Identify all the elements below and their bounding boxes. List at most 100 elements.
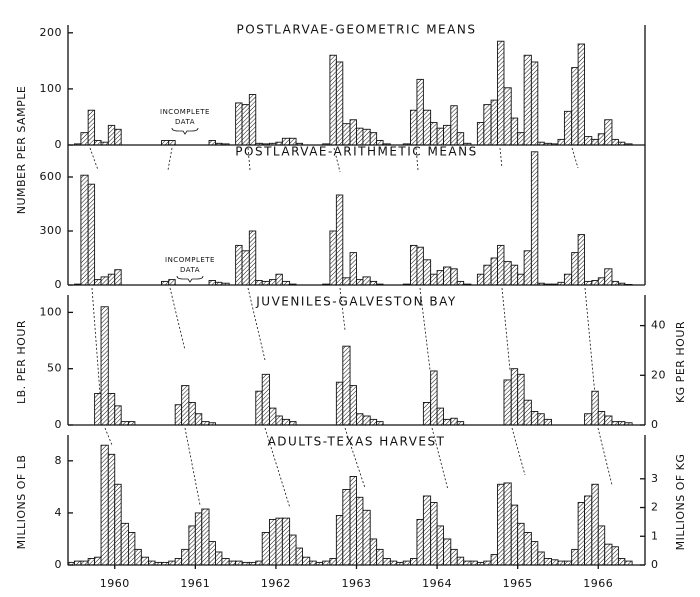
- bar: [543, 558, 552, 566]
- bar: [362, 509, 371, 566]
- bar: [591, 138, 599, 146]
- x-tick-label: 1963: [342, 577, 372, 590]
- bar: [436, 270, 444, 286]
- bar: [443, 538, 452, 566]
- bar: [261, 373, 270, 426]
- bar: [597, 133, 606, 146]
- bar: [120, 522, 129, 566]
- bar: [255, 390, 263, 426]
- panel-title: POSTLARVAE-GEOMETRIC MEANS: [237, 23, 477, 37]
- bar: [510, 368, 519, 426]
- bar: [140, 556, 150, 566]
- y-tick-label: 0: [55, 558, 63, 571]
- bar: [335, 515, 344, 566]
- bar: [107, 124, 116, 146]
- bar: [497, 40, 505, 146]
- bar: [295, 547, 303, 566]
- bar: [241, 104, 250, 146]
- x-tick-label: 1964: [422, 577, 452, 590]
- annotation-text: DATA: [180, 266, 200, 274]
- bar: [503, 261, 512, 286]
- bar: [591, 390, 599, 426]
- bar: [342, 123, 351, 146]
- y2-tick-label: 0: [651, 418, 659, 431]
- bar: [100, 276, 109, 286]
- bar: [537, 413, 545, 426]
- bar: [342, 489, 351, 566]
- y2-axis-label: MILLIONS OF KG: [674, 454, 687, 551]
- bar: [134, 548, 142, 566]
- bar: [382, 558, 391, 566]
- bar: [261, 531, 270, 566]
- bar: [604, 415, 613, 426]
- bar: [577, 502, 586, 566]
- bar: [510, 264, 519, 286]
- bar: [611, 138, 619, 146]
- bar: [114, 128, 122, 146]
- bar: [523, 250, 532, 286]
- bar: [349, 385, 357, 426]
- bar: [577, 43, 586, 146]
- bar: [188, 525, 196, 566]
- connector-lines: [89, 147, 613, 509]
- bar: [450, 417, 458, 426]
- bar: [329, 230, 337, 286]
- bar: [208, 280, 216, 286]
- bar: [476, 122, 485, 146]
- y-axis-label: NUMBER PER SAMPLE: [15, 86, 28, 215]
- bar: [430, 502, 438, 566]
- bar: [483, 264, 492, 286]
- x-tick-label: 1966: [583, 577, 613, 590]
- bar: [80, 174, 89, 286]
- bar: [275, 273, 283, 286]
- bar: [523, 399, 532, 426]
- bar: [430, 273, 438, 286]
- bar: [356, 413, 364, 426]
- bar: [530, 411, 539, 426]
- bar: [584, 413, 593, 426]
- y2-tick-label: 0: [651, 558, 659, 571]
- y2-tick-label: 20: [651, 368, 666, 381]
- bar: [611, 546, 619, 566]
- bar: [571, 67, 579, 146]
- bar: [281, 418, 291, 426]
- bar: [604, 268, 613, 286]
- bar: [517, 273, 525, 286]
- bar: [100, 306, 109, 426]
- bar: [443, 266, 452, 286]
- bar: [87, 558, 96, 566]
- bar: [248, 94, 257, 146]
- bar: [416, 246, 424, 286]
- y-tick-label: 100: [40, 82, 63, 95]
- y2-tick-label: 3: [651, 472, 659, 485]
- bar: [376, 548, 384, 566]
- y-tick-label: 600: [40, 170, 63, 183]
- bar: [497, 483, 505, 566]
- bar: [362, 276, 371, 286]
- bar: [335, 194, 344, 286]
- bar: [517, 373, 525, 426]
- bar: [510, 504, 519, 566]
- y2-tick-label: 40: [651, 319, 666, 332]
- bar: [410, 244, 418, 286]
- bar: [255, 280, 263, 286]
- bar: [557, 138, 565, 146]
- bar: [269, 518, 277, 566]
- bar: [127, 531, 136, 566]
- bar: [248, 230, 257, 286]
- bar: [450, 548, 458, 566]
- bar: [416, 78, 424, 146]
- bar: [436, 127, 444, 146]
- bar: [335, 381, 344, 426]
- bar: [194, 413, 203, 426]
- bar: [201, 508, 210, 566]
- bar: [604, 119, 613, 146]
- bar: [275, 517, 283, 566]
- annotation-text: INCOMPLETE: [160, 108, 210, 116]
- annotation: INCOMPLETE DATA INCOMPLETE DATA: [160, 108, 214, 283]
- bar: [456, 556, 465, 566]
- bar: [503, 482, 512, 566]
- bar: [181, 548, 190, 566]
- bar: [422, 109, 432, 146]
